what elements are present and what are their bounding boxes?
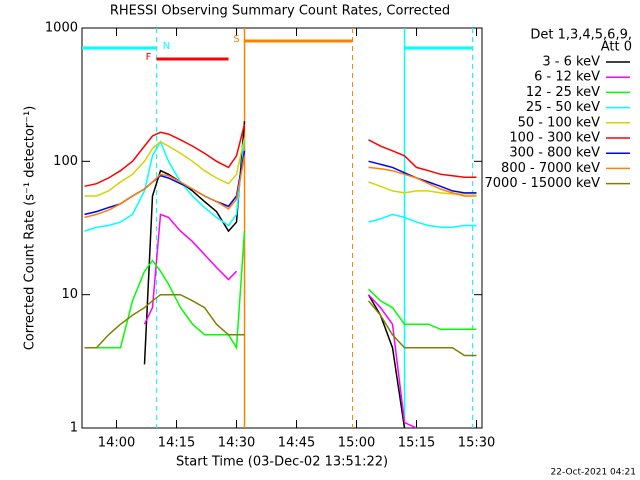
x-axis-label: Start Time (03-Dec-02 13:51:22): [176, 455, 388, 470]
legend-label: 50 - 100 keV: [518, 115, 601, 130]
series-line: [84, 137, 477, 232]
flag-label: S: [233, 34, 239, 45]
chart-title: RHESSI Observing Summary Count Rates, Co…: [110, 4, 450, 19]
legend-header: Det 1,3,4,5,6,9,: [530, 28, 632, 43]
legend-header: Att 0: [601, 40, 632, 55]
plot-frame: [81, 27, 483, 429]
legend-label: 6 - 12 keV: [534, 70, 600, 85]
series-line: [84, 231, 477, 351]
legend-label: 100 - 300 keV: [509, 131, 600, 146]
x-tick-label: 14:00: [98, 436, 135, 451]
x-tick-label: 14:30: [218, 436, 255, 451]
series-line: [84, 155, 477, 219]
y-axis-label: Corrected Count Rate (s⁻¹ detector⁻¹): [23, 106, 38, 351]
flag-label: N: [163, 41, 170, 52]
flag-label: F: [146, 52, 152, 63]
plot-area: [84, 121, 477, 428]
series-line: [84, 150, 477, 216]
legend-label: 300 - 800 keV: [509, 146, 600, 161]
series-line: [143, 213, 417, 428]
x-tick-label: 14:15: [158, 436, 195, 451]
x-tick-label: 14:45: [278, 436, 315, 451]
series-line: [143, 121, 406, 428]
x-tick-label: 15:30: [458, 436, 495, 451]
x-tick-label: 15:00: [338, 436, 375, 451]
legend-label: 12 - 25 keV: [526, 85, 600, 100]
legend-label: 25 - 50 keV: [526, 100, 600, 115]
series-line: [84, 124, 477, 188]
x-tick-label: 15:15: [398, 436, 435, 451]
legend-label: 3 - 6 keV: [542, 55, 600, 70]
y-tick-label: 1: [70, 421, 78, 436]
series-line: [84, 293, 477, 357]
y-tick-label: 100: [53, 154, 78, 169]
legend-label: 7000 - 15000 keV: [485, 176, 601, 191]
y-tick-label: 10: [61, 287, 78, 302]
y-tick-label: 1000: [45, 21, 78, 36]
legend-label: 800 - 7000 keV: [501, 161, 600, 176]
footer: 22-Oct-2021 04:21: [551, 468, 636, 478]
